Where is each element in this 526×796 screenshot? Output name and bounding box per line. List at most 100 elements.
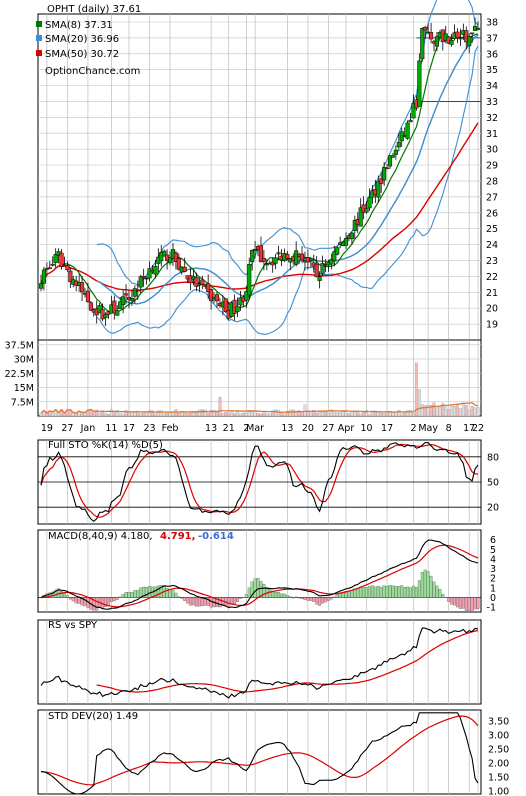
legend-sma20: SMA(20) 36.96 — [45, 34, 119, 45]
candle-body — [396, 141, 401, 148]
volume-bar — [426, 404, 430, 417]
volume-bar — [215, 411, 219, 417]
macd-histogram-bar — [447, 597, 451, 602]
macd-histogram-bar — [142, 586, 146, 598]
volume-bar — [324, 411, 327, 417]
price-tick-label: 28 — [486, 176, 498, 187]
price-tick-label: 36 — [486, 49, 498, 60]
volume-bar — [467, 409, 471, 417]
candle-body — [132, 288, 137, 297]
macd-histogram-bar — [165, 587, 169, 598]
candle-body — [80, 282, 85, 293]
volume-bar — [98, 412, 102, 417]
sto-tick-label: 50 — [487, 478, 499, 489]
panel-frame-macd — [37, 529, 482, 613]
sto-tick-label: 80 — [487, 452, 499, 463]
macd-histogram-bar — [121, 593, 125, 598]
macd-histogram-bar — [294, 596, 298, 598]
macd-histogram-bar — [280, 593, 283, 598]
vol-tick-label: 7.5M — [11, 397, 34, 408]
macd-tick-label: 5 — [490, 545, 496, 556]
candle-body — [200, 279, 205, 285]
candle-body — [434, 36, 439, 47]
candle-body — [429, 32, 434, 40]
legend-sma50: SMA(50) 30.72 — [45, 49, 119, 60]
candle-body — [393, 149, 398, 155]
macd-value-blue: -0.614 — [198, 531, 234, 542]
volume-bar — [356, 411, 360, 417]
volume-bar — [403, 412, 407, 417]
macd-tick-label: 2 — [490, 574, 496, 585]
volume-bar — [329, 409, 333, 417]
volume-bar — [312, 410, 316, 417]
macd-histogram-bar — [71, 597, 75, 602]
macd-value-red: 4.791, — [160, 531, 195, 542]
candle-body — [364, 208, 369, 213]
volume-bar — [139, 413, 143, 417]
macd-histogram-bar — [130, 591, 134, 598]
stddev-label: STD DEV(20) 1.49 — [48, 711, 138, 722]
volume-bar — [420, 404, 424, 417]
macd-histogram-bar — [48, 592, 52, 598]
candle-body — [47, 267, 52, 270]
macd-histogram-bar — [74, 597, 78, 604]
candle-body — [411, 103, 416, 119]
candle-body — [129, 298, 134, 301]
volume-bar — [370, 410, 374, 417]
macd-histogram-bar — [259, 581, 263, 598]
macd-histogram-bar — [473, 597, 477, 610]
candle-body — [273, 257, 278, 264]
macd-histogram-bar — [385, 585, 389, 598]
volume-bar — [206, 412, 210, 417]
x-tick-label: Jan — [80, 423, 96, 434]
watermark: OptionChance.com — [45, 66, 140, 77]
macd-histogram-bar — [470, 597, 474, 611]
volume-bar — [435, 406, 439, 417]
price-tick-label: 19 — [486, 320, 498, 331]
candle-body — [258, 245, 264, 263]
price-tick-label: 23 — [486, 256, 498, 267]
candle-body — [376, 181, 381, 198]
macd-histogram-bar — [268, 589, 272, 598]
candle-body — [449, 39, 454, 45]
price-tick-label: 35 — [486, 65, 498, 76]
macd-histogram-bar — [315, 597, 319, 605]
price-tick-label: 22 — [486, 272, 498, 283]
candle-body — [458, 37, 463, 40]
macd-histogram-bar — [218, 597, 222, 608]
macd-histogram-bar — [133, 590, 137, 598]
vol-tick-label: 15M — [14, 383, 34, 394]
candle-body — [317, 276, 322, 281]
macd-histogram-bar — [238, 597, 242, 599]
volume-bar — [197, 409, 201, 417]
macd-histogram-bar — [417, 580, 421, 598]
macd-histogram-bar — [80, 597, 84, 606]
macd-histogram-bar — [168, 589, 172, 598]
candle-body — [367, 197, 372, 209]
volume-bar — [268, 413, 272, 417]
macd-histogram-bar — [467, 597, 471, 612]
volume-bar — [274, 409, 278, 417]
candle-body — [112, 300, 117, 314]
volume-bar — [376, 411, 380, 417]
volume-bar — [414, 362, 418, 417]
price-tick-label: 27 — [486, 192, 498, 203]
candle-body — [314, 263, 319, 278]
volume-bar — [150, 410, 154, 417]
candle-body — [68, 270, 73, 282]
candle-body — [358, 207, 363, 227]
volume-bar — [473, 407, 477, 417]
volume-bar — [338, 412, 342, 417]
volume-bar — [238, 413, 242, 417]
std-tick-label: 3.50 — [488, 717, 509, 728]
candle-body — [332, 251, 337, 262]
candle-body — [470, 32, 475, 35]
macd-histogram-bar — [192, 597, 195, 606]
price-tick-label: 30 — [486, 145, 498, 156]
std-tick-label: 1.00 — [488, 787, 509, 796]
candle-body — [382, 167, 387, 181]
x-tick-label: 22 — [472, 423, 484, 434]
candle-body — [153, 265, 158, 275]
volume-bar — [456, 403, 459, 417]
